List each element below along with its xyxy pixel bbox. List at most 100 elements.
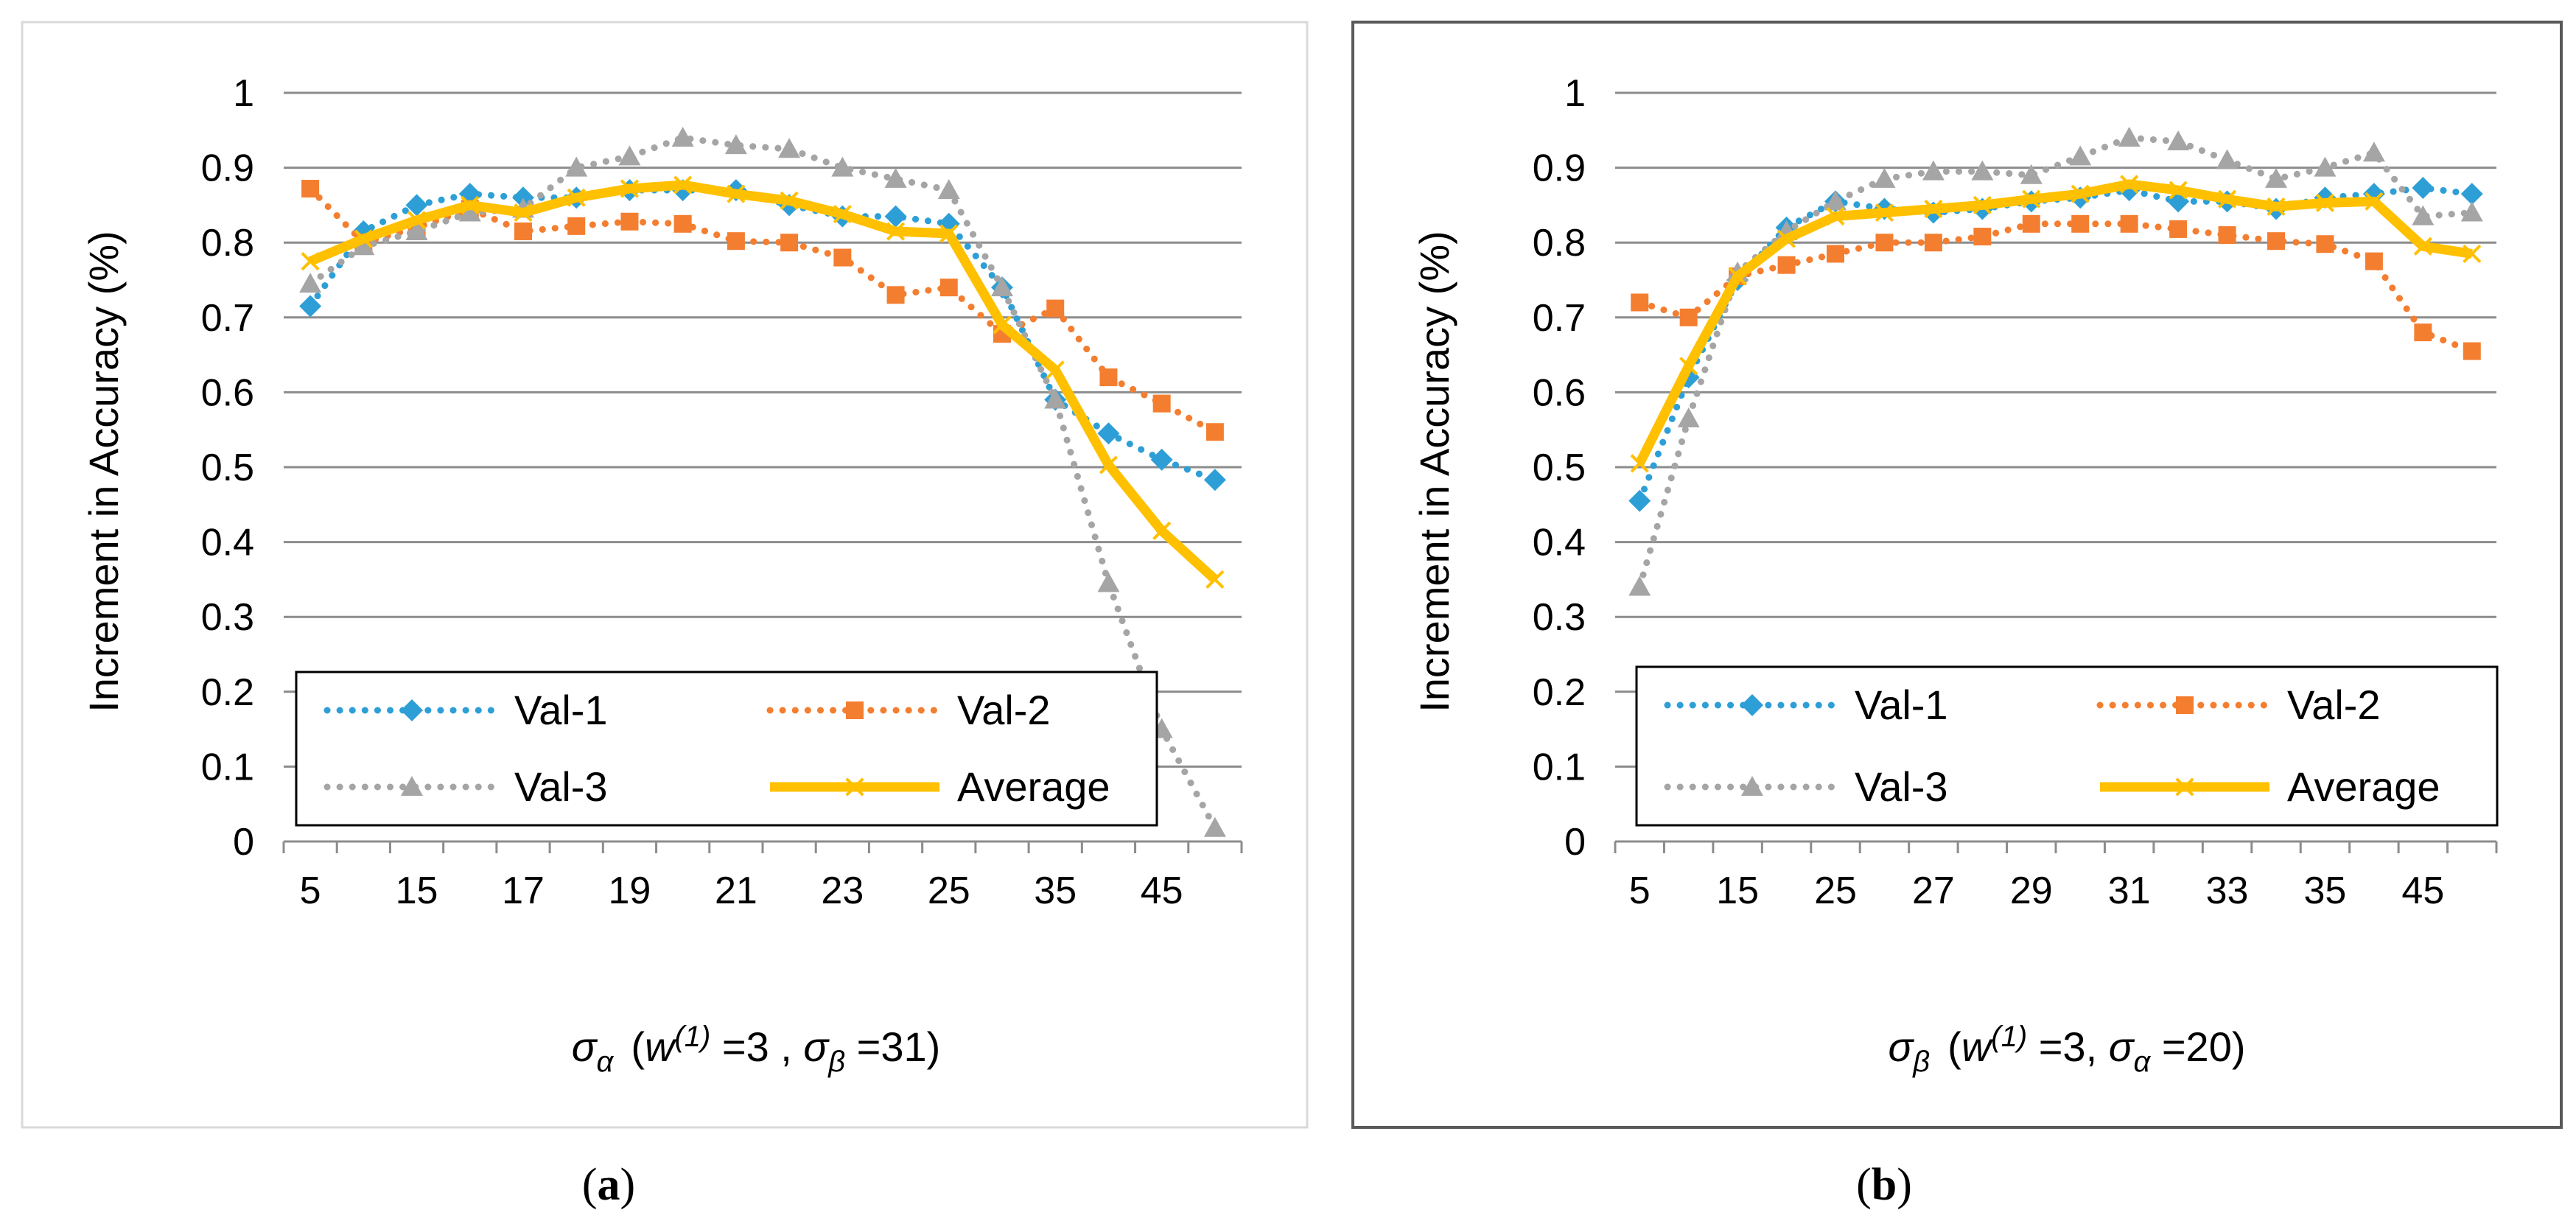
data-point-marker: [673, 175, 693, 195]
data-point-marker: [458, 201, 481, 222]
data-point-marker: [1630, 454, 1649, 473]
x-tick-label: 21: [715, 869, 757, 912]
y-tick-label: 0.6: [1533, 371, 1586, 414]
x-tick-label: 33: [2206, 869, 2249, 912]
y-tick-label: 0: [233, 821, 254, 864]
series-average: [1630, 175, 2482, 473]
chart-a-series: [299, 126, 1226, 837]
legend-entry-val-1: Val-1: [1664, 682, 1948, 728]
x-tick-label: 35: [2304, 869, 2347, 912]
data-point-marker: [2412, 205, 2435, 225]
data-point-marker: [352, 235, 375, 256]
legend-entry-val-2: Val-2: [766, 687, 1051, 733]
data-point-marker: [1097, 422, 1120, 445]
data-point-marker: [1873, 167, 1896, 188]
data-point-marker: [407, 211, 427, 230]
series-line-val-3: [1636, 134, 2476, 591]
x-tick-label: 19: [609, 869, 651, 912]
x-tick-label: 45: [1141, 869, 1183, 912]
data-point-marker: [1631, 293, 1649, 312]
data-point-marker: [2071, 214, 2090, 233]
chart-a-x-axis-label: σα (w(1) =3 , σβ =31): [572, 1021, 941, 1078]
data-point-marker: [2069, 145, 2092, 166]
chart-b-y-axis-label: Increment in Accuracy (%): [1411, 231, 1457, 713]
data-point-marker: [1046, 299, 1065, 318]
data-point-marker: [301, 251, 320, 271]
y-tick-label: 0.5: [1533, 447, 1586, 489]
chart-a-axes: 00.10.20.30.40.50.60.70.80.915 15 17 19 21 23…: [201, 72, 1243, 912]
data-point-marker: [2267, 197, 2286, 217]
data-point-marker: [2216, 149, 2239, 169]
data-point-marker: [514, 222, 532, 240]
legend-marker: [845, 777, 864, 797]
data-point-marker: [1973, 228, 1992, 246]
legend-box: [1635, 665, 2499, 827]
legend-entry-val-3: Val-3: [1664, 763, 1948, 810]
y-tick-label: 0.3: [1533, 596, 1586, 639]
legend-label: Average: [957, 763, 1110, 810]
data-point-marker: [1097, 572, 1120, 592]
data-point-marker: [673, 214, 692, 233]
data-point-marker: [727, 232, 745, 251]
data-point-marker: [1628, 575, 1651, 596]
data-point-marker: [2265, 167, 2287, 188]
chart-panel-a: 00.10.20.30.40.50.60.70.80.915 15 17 19 21 23…: [21, 21, 1309, 1210]
x-tick-label: 27: [1912, 869, 1955, 912]
data-point-marker: [2218, 226, 2236, 245]
y-tick-label: 0.4: [1533, 522, 1586, 564]
data-point-marker: [939, 224, 959, 243]
data-point-marker: [886, 222, 906, 241]
data-point-marker: [833, 248, 852, 267]
legend-marker: [2175, 777, 2194, 797]
chart-panel-b: 00.10.20.30.40.50.60.70.80.915 15 25 27 29 31…: [1351, 21, 2563, 1210]
data-point-marker: [2169, 181, 2188, 200]
legend-entry-val-3: Val-3: [323, 763, 608, 810]
data-point-marker: [1679, 357, 1698, 376]
y-tick-label: 0.3: [201, 596, 254, 639]
y-tick-label: 0.5: [201, 447, 254, 489]
series-val-3: [1628, 126, 2483, 596]
data-point-marker: [1922, 160, 1945, 181]
data-point-marker: [1728, 267, 1747, 286]
data-point-marker: [724, 134, 747, 155]
data-point-marker: [1205, 570, 1225, 589]
data-point-marker: [1046, 360, 1065, 379]
data-point-marker: [405, 194, 428, 217]
legend-label: Val-2: [957, 687, 1051, 733]
series-line-val-3: [307, 134, 1219, 832]
data-point-marker: [1150, 448, 1173, 471]
x-tick-label: 15: [1716, 869, 1759, 912]
legend-entry-val-2: Val-2: [2096, 682, 2381, 728]
chart-a-frame: [21, 21, 1309, 1129]
data-point-marker: [2071, 184, 2090, 203]
data-point-marker: [1152, 521, 1172, 540]
data-point-marker: [1924, 199, 1943, 219]
data-point-marker: [939, 279, 958, 297]
data-point-marker: [2460, 183, 2483, 206]
data-point-marker: [2463, 244, 2482, 264]
legend-marker: [401, 776, 423, 796]
legend-label: Val-3: [1855, 763, 1948, 810]
legend-label: Average: [2287, 763, 2440, 810]
y-tick-label: 0.1: [201, 746, 254, 788]
y-tick-label: 0.7: [1533, 297, 1586, 340]
y-tick-label: 1: [233, 72, 254, 115]
data-point-marker: [780, 234, 799, 252]
data-point-marker: [1973, 195, 1992, 215]
data-point-marker: [671, 126, 694, 147]
y-tick-label: 1: [1564, 72, 1586, 115]
x-tick-label: 15: [396, 869, 438, 912]
y-tick-label: 0.2: [1533, 671, 1586, 714]
chart-a-panel-label: (a): [582, 1160, 635, 1210]
data-point-marker: [1205, 423, 1224, 441]
data-point-marker: [2217, 189, 2237, 209]
x-tick-label: 17: [502, 869, 545, 912]
data-point-marker: [2020, 164, 2043, 184]
data-point-marker: [565, 156, 588, 177]
data-point-marker: [1099, 368, 1118, 387]
data-point-marker: [833, 204, 852, 224]
data-point-marker: [780, 191, 799, 210]
legend-marker: [846, 701, 864, 719]
y-tick-label: 0: [1564, 821, 1586, 864]
